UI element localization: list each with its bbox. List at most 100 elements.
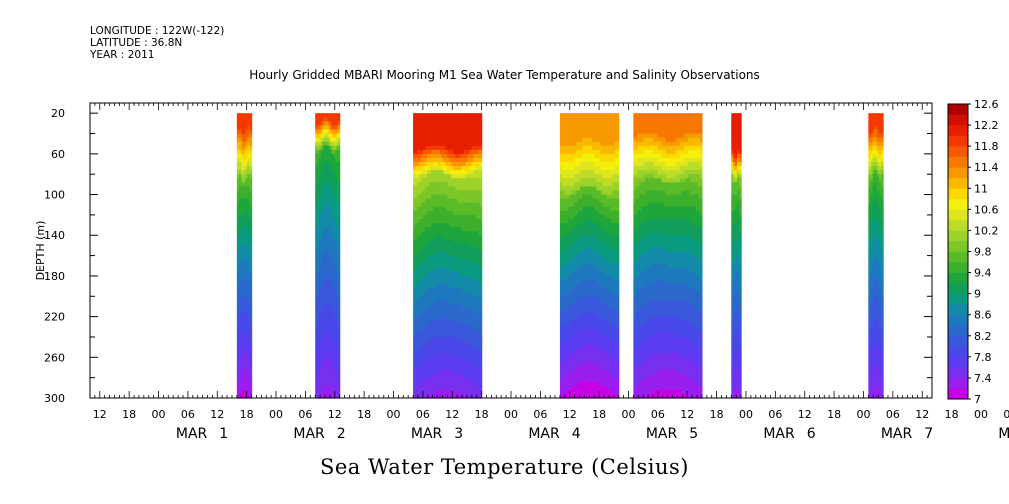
heat-cell: [415, 141, 418, 147]
heat-cell: [580, 288, 583, 293]
heat-cell: [249, 125, 253, 131]
heat-cell: [477, 243, 481, 249]
heat-cell: [429, 324, 432, 330]
heat-cell: [461, 300, 465, 306]
heat-cell: [584, 129, 587, 135]
heat-cell: [236, 275, 240, 281]
heat-cell: [586, 243, 589, 249]
heat-cell: [441, 296, 444, 301]
heat-cell: [475, 243, 479, 249]
heat-cell: [323, 149, 326, 155]
heat-cell: [245, 267, 248, 273]
heat-cell: [429, 328, 432, 334]
heat-cell: [317, 231, 320, 236]
heat-cell: [243, 206, 246, 212]
heat-cell: [459, 198, 463, 204]
heat-cell: [433, 263, 436, 269]
heat-cell: [475, 137, 479, 143]
heat-cell: [335, 239, 339, 244]
heat-cell: [586, 137, 589, 143]
heat-cell: [415, 137, 418, 143]
heat-cell: [477, 275, 481, 281]
heat-cell: [335, 341, 339, 346]
heat-cell: [333, 336, 337, 342]
heat-cell: [441, 157, 444, 163]
heat-cell: [238, 251, 242, 257]
heat-cell: [335, 377, 339, 383]
heat-cell: [566, 271, 569, 277]
heat-cell: [335, 153, 339, 159]
heat-cell: [584, 117, 587, 122]
heat-cell: [590, 186, 593, 192]
heat-cell: [443, 121, 446, 126]
heat-cell: [445, 157, 448, 163]
heat-cell: [329, 227, 333, 232]
heat-cell: [238, 280, 242, 285]
heat-cell: [429, 137, 432, 143]
heat-cell: [419, 336, 422, 342]
heat-cell: [443, 369, 446, 375]
heat-cell: [241, 341, 244, 346]
heat-cell: [427, 361, 430, 367]
heat-cell: [463, 117, 467, 122]
heat-cell: [317, 336, 320, 342]
heat-cell: [584, 385, 587, 391]
heat-cell: [425, 235, 428, 240]
heat-cell: [451, 300, 455, 306]
heat-cell: [576, 389, 579, 395]
heat-cell: [321, 247, 324, 253]
heat-cell: [471, 263, 475, 269]
heat-cell: [413, 239, 416, 244]
heat-cell: [574, 198, 577, 204]
heat-cell: [449, 223, 452, 228]
heat-cell: [578, 263, 581, 269]
heat-cell: [441, 341, 444, 346]
heat-cell: [584, 357, 587, 362]
heat-cell: [580, 353, 583, 358]
heat-cell: [433, 389, 436, 395]
heat-cell: [327, 121, 331, 126]
heat-cell: [592, 231, 595, 236]
heat-cell: [443, 373, 446, 379]
heat-cell: [247, 149, 251, 155]
heat-cell: [419, 190, 422, 196]
heat-cell: [451, 312, 455, 318]
heat-cell: [559, 117, 563, 122]
heat-cell: [439, 157, 442, 163]
heat-cell: [238, 113, 242, 118]
heat-cell: [559, 141, 563, 147]
heat-cell: [580, 153, 583, 159]
heat-cell: [582, 157, 585, 163]
heat-cell: [461, 304, 465, 310]
heat-cell: [467, 121, 471, 126]
heat-cell: [329, 133, 333, 139]
heat-cell: [449, 133, 452, 139]
heat-cell: [447, 117, 450, 122]
heat-cell: [329, 198, 333, 204]
heat-cell: [566, 231, 569, 236]
heat-cell: [559, 389, 563, 395]
heat-cell: [445, 206, 448, 212]
heat-cell: [576, 206, 579, 212]
heat-cell: [325, 247, 329, 253]
heat-cell: [477, 385, 481, 391]
heat-cell: [437, 239, 440, 244]
heat-cell: [238, 308, 242, 314]
heat-cell: [453, 198, 457, 204]
heat-cell: [586, 320, 589, 326]
heat-cell: [594, 361, 598, 367]
heat-cell: [574, 239, 577, 244]
heat-cell: [467, 190, 471, 196]
heat-cell: [447, 255, 450, 261]
heat-cell: [457, 312, 461, 318]
heat-cell: [566, 214, 569, 220]
heat-cell: [570, 365, 573, 371]
heat-cell: [473, 210, 477, 216]
heat-cell: [423, 133, 426, 139]
heat-cell: [582, 210, 585, 216]
heat-cell: [473, 125, 477, 131]
heat-cell: [249, 292, 253, 297]
heat-cell: [337, 275, 341, 281]
heat-cell: [238, 117, 242, 122]
heat-cell: [455, 341, 459, 346]
